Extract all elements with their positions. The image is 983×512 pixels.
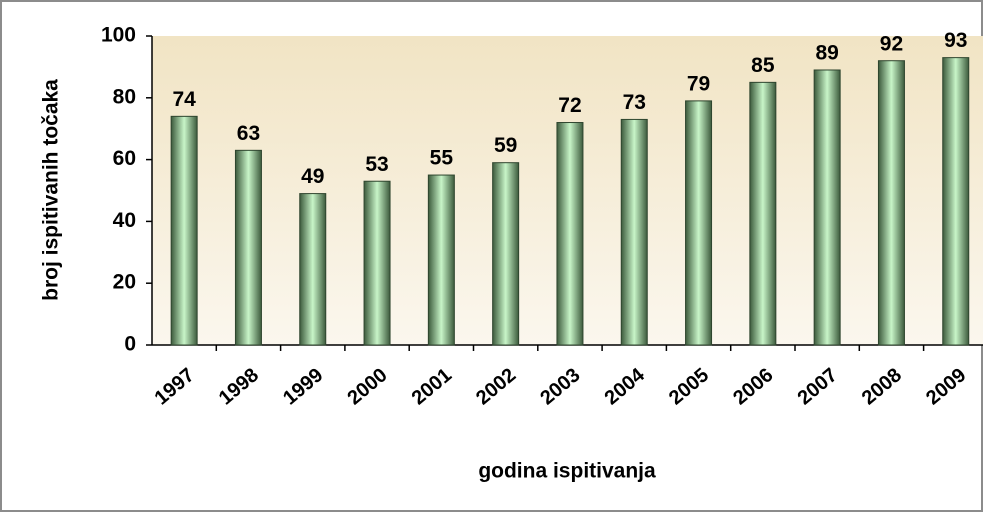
- data-label: 59: [494, 134, 517, 157]
- data-label: 53: [365, 153, 388, 176]
- data-label: 74: [172, 88, 196, 111]
- y-axis-title: broj ispitivanih točaka: [40, 79, 63, 301]
- bar: [813, 69, 841, 346]
- data-label: 72: [558, 94, 581, 117]
- bar: [363, 180, 391, 346]
- bar: [427, 174, 455, 346]
- bar: [492, 162, 520, 346]
- data-label: 79: [687, 72, 710, 95]
- data-label: 93: [944, 29, 967, 52]
- bar: [234, 149, 262, 346]
- y-tick-label: 100: [101, 24, 136, 47]
- y-tick-label: 40: [113, 209, 136, 232]
- data-label: 92: [880, 32, 903, 55]
- y-tick-label: 20: [113, 271, 136, 294]
- bar: [877, 60, 905, 346]
- data-label: 49: [301, 165, 324, 188]
- data-label: 85: [751, 54, 775, 77]
- x-axis-title: godina ispitivanja: [478, 460, 656, 483]
- bar: [299, 193, 327, 346]
- data-label: 55: [430, 147, 454, 170]
- y-tick-label: 0: [124, 333, 136, 356]
- data-label: 73: [623, 91, 646, 114]
- bar: [170, 115, 198, 346]
- y-tick-label: 60: [113, 147, 136, 170]
- bar: [942, 57, 970, 346]
- bar: [556, 122, 584, 346]
- bar: [685, 100, 713, 346]
- y-tick-label: 80: [113, 85, 136, 108]
- bar: [749, 81, 777, 346]
- data-label: 63: [237, 122, 260, 145]
- bar: [620, 118, 648, 346]
- data-label: 89: [815, 42, 838, 65]
